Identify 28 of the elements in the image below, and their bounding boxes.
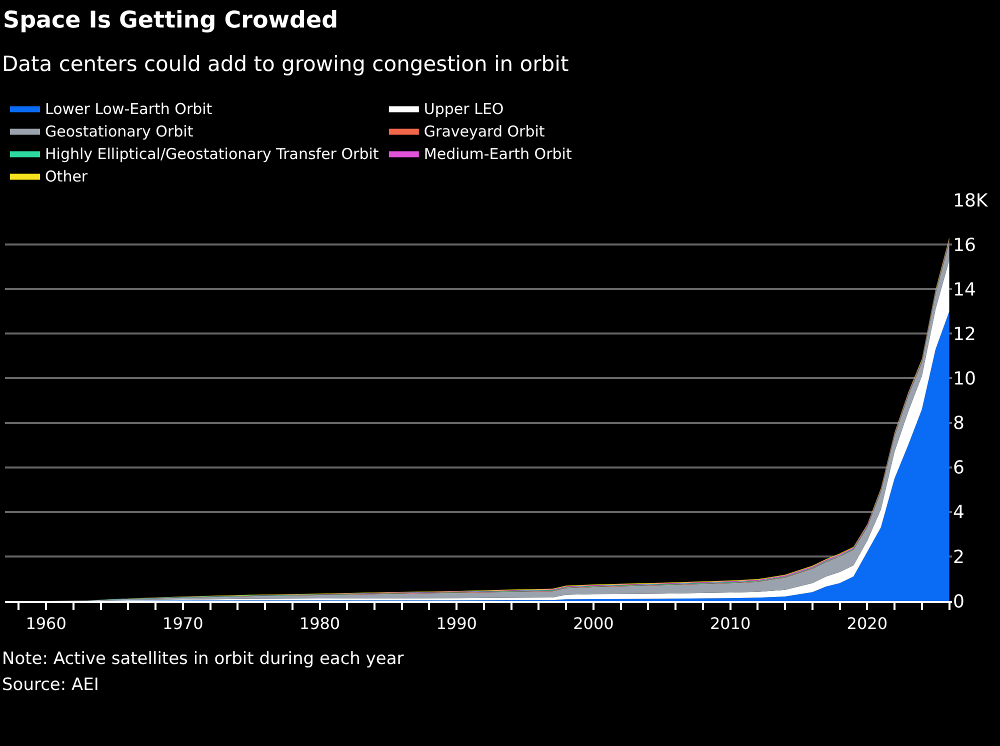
- legend-label: Medium-Earth Orbit: [424, 145, 572, 164]
- legend-label: Other: [45, 168, 88, 186]
- y-tick-label: 4: [953, 502, 964, 524]
- x-tick-label: 1970: [162, 614, 204, 634]
- x-tick-label: 2010: [710, 614, 751, 634]
- chart-title: Space Is Getting Crowded: [3, 7, 338, 34]
- x-tick-label: 2000: [573, 614, 614, 634]
- y-tick-label: 14: [953, 279, 976, 300]
- y-tick-label: 0: [953, 591, 964, 612]
- text: Note: Active satellites in orbit during each year: [2, 649, 404, 669]
- y-tick-label: 6: [953, 458, 964, 479]
- y-tick-label: 16: [953, 234, 976, 256]
- x-tick-label: 1980: [299, 614, 340, 634]
- legend-label: Upper LEO: [424, 100, 504, 118]
- y-tick-label: 2: [953, 546, 964, 568]
- source-note: Source: AEI: [2, 675, 99, 695]
- legend-label: Highly Elliptical/Geostationary Transfer Orbit: [45, 145, 379, 164]
- y-tick-label: 18K: [953, 190, 989, 212]
- legend-label: Geostationary Orbit: [45, 122, 194, 141]
- chart-subtitle: Data centers could add to growing congestion in orbit: [2, 52, 569, 76]
- legend-label: Lower Low-Earth Orbit: [45, 100, 212, 118]
- x-tick-label: 1990: [436, 614, 477, 634]
- legend-label: Graveyard Orbit: [424, 122, 545, 141]
- x-tick-label: 1960: [26, 614, 66, 634]
- y-tick-label: 12: [953, 324, 976, 345]
- x-tick-label: 2020: [846, 614, 888, 634]
- y-tick-label: 10: [953, 368, 976, 390]
- y-tick-label: 8: [953, 413, 964, 434]
